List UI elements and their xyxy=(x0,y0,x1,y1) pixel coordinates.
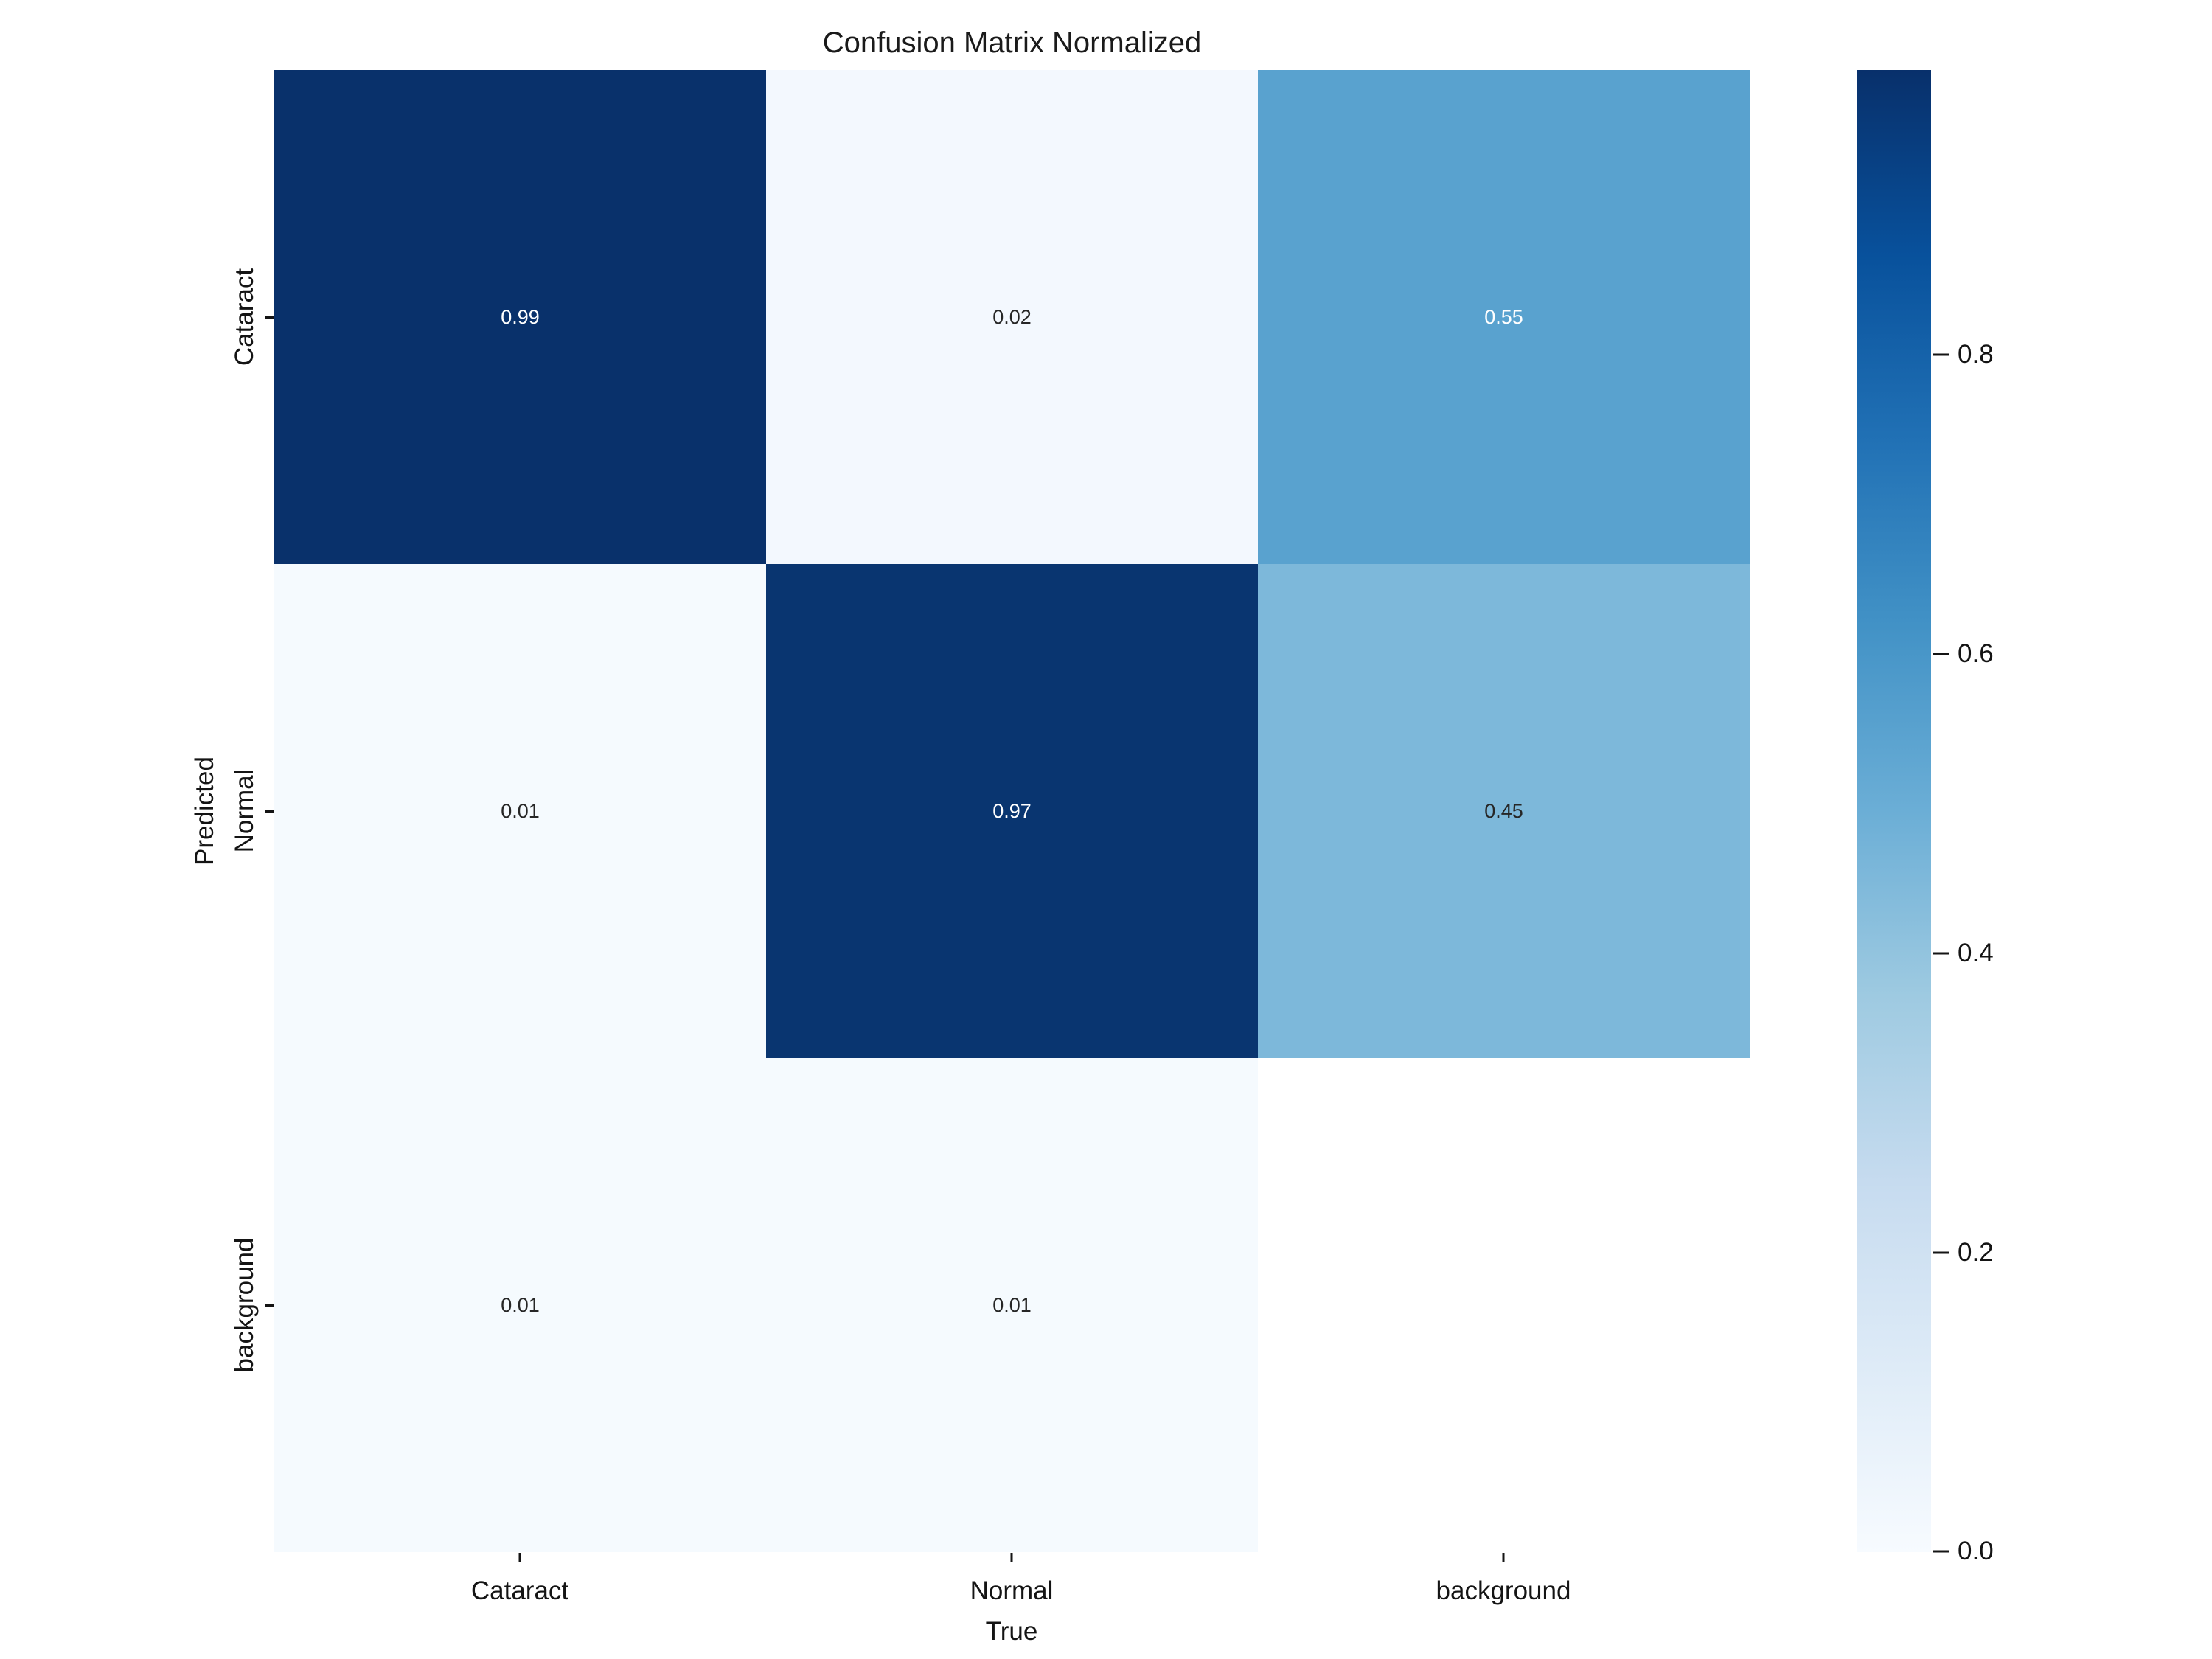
heatmap-cell-normal-background: 0.45 xyxy=(1258,564,1750,1058)
cell-value: 0.01 xyxy=(992,1293,1032,1316)
colorbar-tick-mark xyxy=(1933,1251,1949,1254)
colorbar-tick-label: 0.4 xyxy=(1958,939,1994,967)
cell-value: 0.55 xyxy=(1484,305,1523,328)
y-tick-mark xyxy=(265,1304,274,1307)
y-tick-label-cataract: Cataract xyxy=(230,268,259,366)
cell-value: 0.45 xyxy=(1484,799,1523,822)
cell-value: 0.97 xyxy=(992,799,1032,822)
colorbar-tick-mark xyxy=(1933,952,1949,955)
y-tick-label-background: background xyxy=(230,1237,259,1373)
heatmap-cell-background-background xyxy=(1258,1058,1750,1552)
heatmap-cell-background-cataract: 0.01 xyxy=(274,1058,766,1552)
y-tick-mark xyxy=(265,810,274,813)
x-tick-label-normal: Normal xyxy=(970,1576,1054,1605)
x-tick-mark xyxy=(518,1553,521,1562)
colorbar-tick-mark xyxy=(1933,653,1949,655)
heatmap-cell-normal-cataract: 0.01 xyxy=(274,564,766,1058)
colorbar-tick-mark xyxy=(1933,353,1949,356)
heatmap-cell-cataract-cataract: 0.99 xyxy=(274,70,766,564)
y-tick-label-normal: Normal xyxy=(230,769,259,853)
y-axis-title: Predicted xyxy=(190,757,219,866)
colorbar-tick-label: 0.6 xyxy=(1958,639,1994,668)
x-tick-label-cataract: Cataract xyxy=(470,1576,569,1605)
colorbar-tick-label: 0.8 xyxy=(1958,340,1994,369)
colorbar-tick-label: 0.2 xyxy=(1958,1238,1994,1267)
heatmap-cell-normal-normal: 0.97 xyxy=(766,564,1258,1058)
heatmap-cell-cataract-normal: 0.02 xyxy=(766,70,1258,564)
x-axis-title: True xyxy=(985,1617,1038,1646)
colorbar-tick-mark xyxy=(1933,1550,1949,1553)
heatmap-cell-background-normal: 0.01 xyxy=(766,1058,1258,1552)
cell-value: 0.99 xyxy=(501,305,540,328)
heatmap-cell-cataract-background: 0.55 xyxy=(1258,70,1750,564)
heatmap-grid: 0.99 0.02 0.55 0.01 0.97 0.45 0.01 0.01 xyxy=(274,70,1750,1552)
cell-value: 0.02 xyxy=(992,305,1032,328)
colorbar-gradient xyxy=(1857,70,1931,1552)
colorbar-tick-label: 0.0 xyxy=(1958,1537,1994,1565)
x-tick-label-background: background xyxy=(1436,1576,1571,1605)
cell-value: 0.01 xyxy=(501,799,540,822)
y-tick-mark xyxy=(265,316,274,319)
chart-title: Confusion Matrix Normalized xyxy=(822,27,1202,59)
cell-value: 0.01 xyxy=(501,1293,540,1316)
x-tick-mark xyxy=(1502,1553,1505,1562)
x-tick-mark xyxy=(1010,1553,1013,1562)
